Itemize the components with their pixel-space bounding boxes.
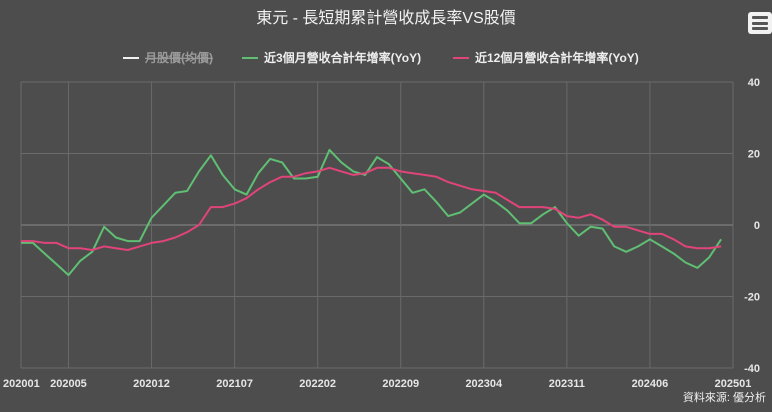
hamburger-menu-icon-bar [752, 21, 768, 25]
y-tick-label: -20 [744, 292, 760, 304]
x-tick-label: 202202 [299, 378, 336, 390]
y-tick-label: -40 [744, 363, 760, 375]
x-tick-label: 202406 [632, 378, 669, 390]
chart-menu-button[interactable] [748, 12, 772, 34]
y-axis-ticks: 40 20 0 -20 -40 [744, 77, 760, 375]
y-tick-label: 40 [748, 77, 760, 89]
grid-lines [20, 81, 734, 369]
legend-item-2[interactable]: 近3個月營收合計年增率(YoY) [242, 50, 421, 65]
series-line-2 [21, 166, 722, 251]
x-tick-label: 202311 [549, 378, 585, 390]
x-tick-label: 202501 [715, 378, 752, 390]
chart-legend: 月股價(均價) 近3個月營收合計年增率(YoY) 近12個月營收合計年增率(YoY) [123, 50, 639, 65]
x-axis-ticks: 202001 202005 202012 202107 202202 202209 2023… [3, 378, 751, 390]
legend-item-1[interactable]: 月股價(均價) [123, 50, 213, 65]
y-tick-label: 20 [748, 149, 760, 161]
hamburger-menu-icon-bar [752, 27, 768, 30]
legend-item-3[interactable]: 近12個月營收合計年增率(YoY) [453, 50, 639, 65]
legend-label: 近3個月營收合計年增率(YoY) [264, 50, 421, 65]
x-tick-label: 202005 [50, 378, 87, 390]
source-note: 資料來源: 優分析 [682, 392, 766, 404]
x-tick-label: 202012 [133, 378, 170, 390]
chart-title: 東元 - 長短期累計營收成長率VS股價 [256, 9, 516, 27]
legend-label: 月股價(均價) [144, 50, 213, 65]
x-tick-label: 202304 [465, 378, 503, 390]
x-tick-label: 202001 [3, 378, 40, 390]
x-tick-label: 202209 [382, 378, 419, 390]
series-lines [21, 148, 722, 277]
hamburger-menu-icon [752, 16, 768, 19]
legend-label: 近12個月營收合計年增率(YoY) [475, 50, 639, 65]
series-line-1 [21, 148, 722, 277]
x-tick-label: 202107 [216, 378, 253, 390]
y-tick-label: 0 [754, 220, 760, 232]
